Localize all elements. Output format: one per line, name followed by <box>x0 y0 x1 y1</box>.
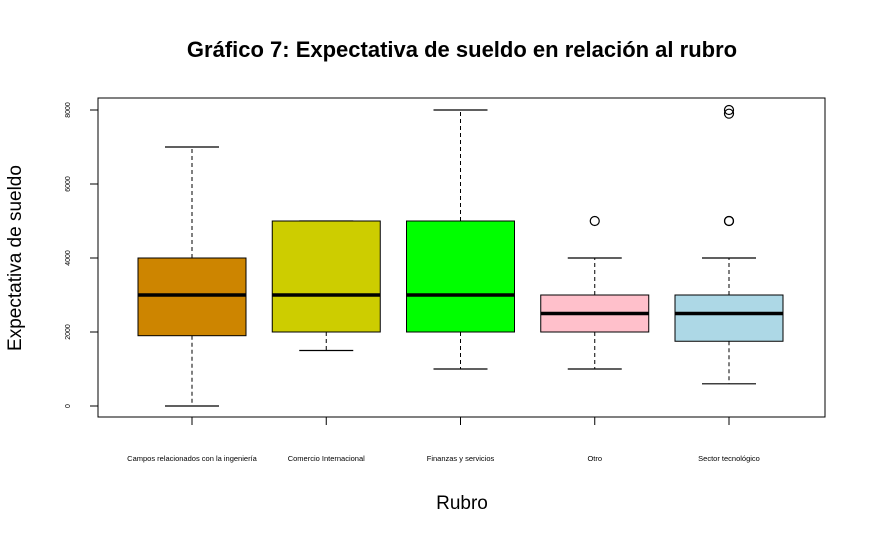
boxes-group <box>137 104 784 407</box>
x-tick-label: Finanzas y servicios <box>427 454 495 463</box>
box-group <box>406 109 515 370</box>
y-axis: 0 2000 4000 6000 8000 <box>65 102 99 408</box>
box-iqr <box>406 220 515 333</box>
x-axis-label: Rubro <box>436 493 488 514</box>
outlier-point <box>723 108 735 119</box>
box-group <box>137 146 247 407</box>
y-tick-label: 4000 <box>65 250 72 266</box>
box-group <box>674 104 784 385</box>
box-group <box>540 215 650 370</box>
outlier-point <box>723 104 735 116</box>
outlier-point <box>723 215 735 227</box>
x-tick-label: Comercio Internacional <box>288 454 365 463</box>
x-tick-label: Sector tecnológico <box>698 454 760 463</box>
outlier-point <box>589 215 600 227</box>
box-iqr <box>271 220 381 333</box>
box-iqr <box>137 257 247 337</box>
y-tick-label: 6000 <box>65 176 72 192</box>
x-axis: Campos relacionados con la ingeniería Com… <box>127 416 760 463</box>
y-tick-label: 0 <box>65 404 72 408</box>
x-tick-label: Otro <box>587 454 602 463</box>
y-axis-label: Expectativa de sueldo <box>5 165 26 351</box>
y-tick-label: 8000 <box>65 102 72 118</box>
x-tick-label: Campos relacionados con la ingeniería <box>127 454 257 463</box>
chart-title: Gráfico 7: Expectativa de sueldo en rela… <box>187 37 737 62</box>
y-tick-label: 2000 <box>65 324 72 340</box>
box-iqr <box>674 294 784 342</box>
box-group <box>271 220 381 352</box>
